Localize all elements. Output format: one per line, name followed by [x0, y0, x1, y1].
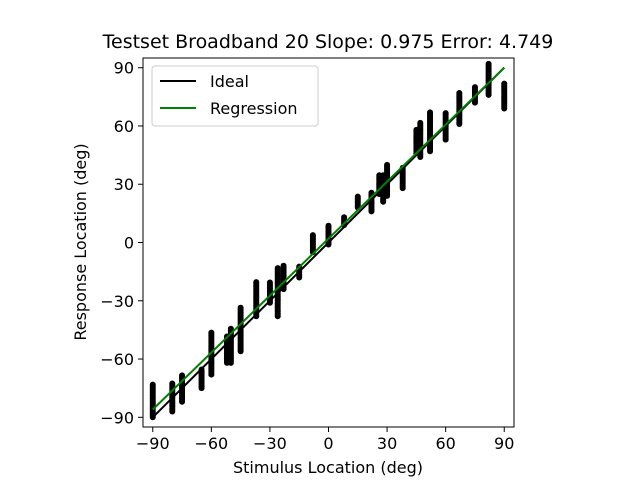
legend-regression-label: Regression: [210, 99, 298, 118]
scatter-point: [384, 161, 391, 168]
scatter-point: [354, 193, 361, 200]
regression-line: [152, 66, 505, 411]
scatter-point: [309, 232, 316, 239]
scatter-point: [179, 372, 186, 379]
legend-ideal-label: Ideal: [210, 72, 249, 91]
scatter-column: [485, 60, 492, 98]
x-tick-label: −60: [194, 434, 228, 453]
scatter-point: [237, 304, 244, 311]
x-tick-label: −30: [253, 434, 287, 453]
scatter-point: [427, 109, 434, 116]
y-tick-label: 90: [114, 59, 134, 78]
y-axis-label: Response Location (deg): [71, 143, 90, 340]
x-axis: −90 −60 −30 0 30 60 90: [136, 427, 514, 453]
scatter-column: [149, 381, 156, 421]
plot-area: [149, 60, 508, 421]
scatter-column: [227, 325, 234, 366]
scatter-column: [427, 109, 434, 155]
y-tick-label: −30: [100, 292, 134, 311]
x-axis-label: Stimulus Location (deg): [233, 458, 423, 477]
scatter-point: [227, 325, 234, 332]
y-tick-label: 60: [114, 117, 134, 136]
regression-lines: [152, 66, 505, 418]
scatter-point: [149, 381, 156, 388]
scatter-point: [274, 265, 281, 272]
y-tick-label: 0: [124, 234, 134, 253]
y-tick-label: 30: [114, 175, 134, 194]
scatter-point: [325, 222, 332, 229]
y-axis: −90 −60 −30 0 30 60 90: [100, 59, 143, 427]
y-tick-label: −90: [100, 408, 134, 427]
y-tick-label: −60: [100, 350, 134, 369]
x-tick-label: −90: [136, 434, 170, 453]
scatter-point: [208, 329, 215, 336]
scatter-column: [417, 119, 424, 161]
scatter-column: [274, 265, 281, 320]
scatter-column: [501, 80, 508, 112]
scatter-point: [266, 279, 273, 286]
x-tick-label: 90: [494, 434, 514, 453]
scatter-point: [169, 380, 176, 387]
scatter-point: [442, 110, 449, 117]
x-tick-label: 0: [323, 434, 333, 453]
scatter-point: [456, 89, 463, 96]
scatter-point: [417, 119, 424, 126]
scatter-point: [471, 84, 478, 91]
x-tick-label: 60: [435, 434, 455, 453]
chart-title: Testset Broadband 20 Slope: 0.975 Error:…: [102, 31, 554, 53]
scatter-point: [341, 214, 348, 221]
scatter-point: [280, 262, 287, 269]
scatter-point: [253, 279, 260, 286]
scatter-point: [501, 80, 508, 87]
scatter-point: [485, 60, 492, 67]
x-tick-label: 30: [377, 434, 397, 453]
scatter-column: [309, 232, 316, 256]
legend: Ideal Regression: [151, 65, 319, 127]
